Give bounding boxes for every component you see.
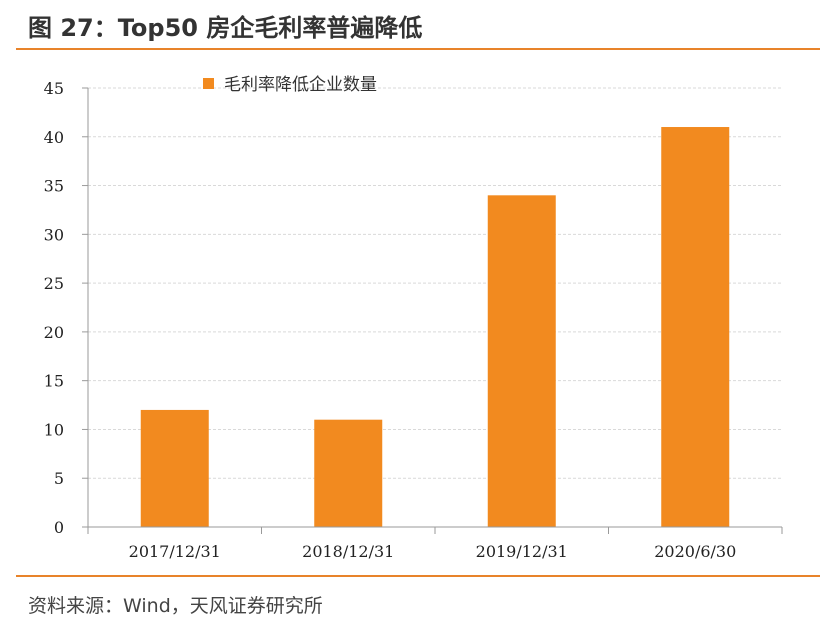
y-tick-label: 35 [44, 177, 64, 196]
bars [140, 127, 730, 528]
bar [140, 409, 209, 527]
y-tick-label: 30 [44, 225, 64, 244]
x-tick-label: 2020/6/30 [654, 542, 736, 561]
legend-label: 毛利率降低企业数量 [224, 75, 377, 95]
x-tick-label: 2017/12/31 [129, 542, 221, 561]
bar [314, 419, 383, 527]
x-tick-label: 2018/12/31 [302, 542, 394, 561]
y-tick-label: 5 [54, 469, 64, 488]
y-tick-label: 45 [44, 79, 64, 98]
y-tick-label: 40 [44, 128, 64, 147]
title-divider [16, 48, 820, 50]
source-note: 资料来源：Wind，天风证券研究所 [28, 595, 323, 617]
y-tick-label: 25 [44, 274, 64, 293]
page-title: 图 27：Top50 房企毛利率普遍降低 [28, 14, 423, 42]
y-tick-label: 10 [44, 420, 64, 439]
axes: 0 5 10 15 20 25 30 35 40 45 2017/12/31 2018/12/31 20… [44, 79, 783, 561]
bar-chart: 0 5 10 15 20 25 30 35 40 45 2017/12/31 2018/12/31 20… [44, 75, 783, 561]
y-tick-label: 15 [44, 372, 64, 391]
source-divider [16, 575, 820, 577]
bar [487, 195, 556, 528]
y-tick-label: 20 [44, 323, 64, 342]
legend-swatch [203, 78, 214, 89]
y-tick-label: 0 [54, 518, 64, 537]
bar [661, 127, 730, 528]
x-tick-label: 2019/12/31 [476, 542, 568, 561]
legend: 毛利率降低企业数量 [203, 75, 377, 95]
